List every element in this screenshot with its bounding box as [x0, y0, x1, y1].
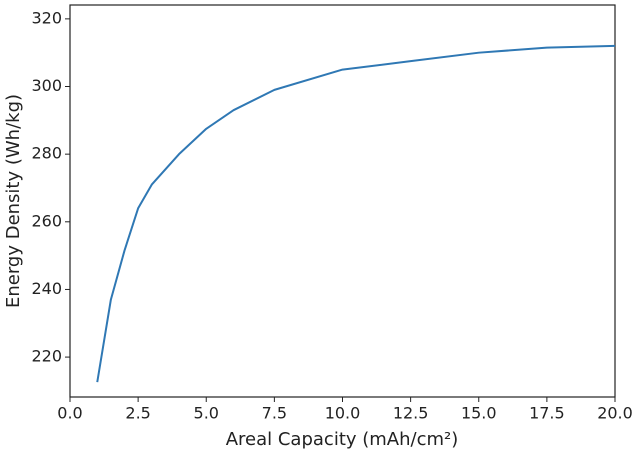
x-tick-label: 15.0	[461, 404, 497, 423]
x-tick-label: 17.5	[529, 404, 565, 423]
plot-frame	[69, 4, 616, 398]
y-tick-label: 300	[31, 76, 62, 95]
y-axis-title: Energy Density (Wh/kg)	[3, 94, 24, 308]
x-tick-label: 7.5	[262, 404, 287, 423]
y-tick-label: 240	[31, 279, 62, 298]
x-axis-title: Areal Capacity (mAh/cm²)	[226, 429, 459, 450]
x-tick-label: 5.0	[194, 404, 219, 423]
x-tick-label: 2.5	[125, 404, 150, 423]
data-line	[96, 44, 616, 383]
x-tick-label: 10.0	[325, 404, 361, 423]
y-tick-label: 220	[31, 347, 62, 366]
x-tick-label: 20.0	[597, 404, 633, 423]
x-tick-label: 0.0	[57, 404, 82, 423]
y-tick-label: 280	[31, 144, 62, 163]
y-tick-label: 320	[31, 8, 62, 27]
x-tick-label: 12.5	[393, 404, 429, 423]
y-tick-label: 260	[31, 211, 62, 230]
